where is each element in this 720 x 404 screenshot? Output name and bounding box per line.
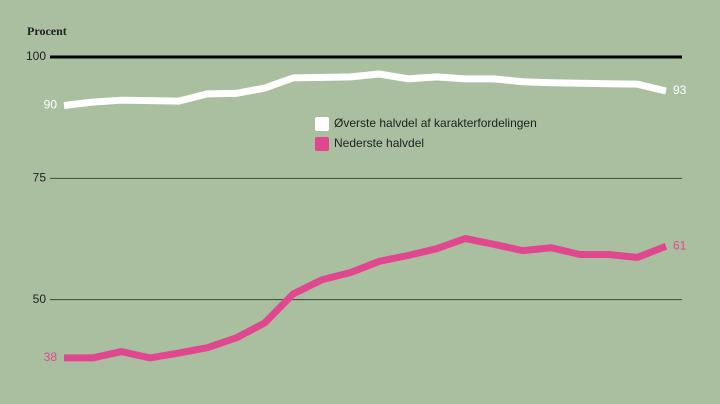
line xyxy=(64,235,668,362)
data-label: 93 xyxy=(673,83,687,97)
y-tick-label: 50 xyxy=(33,292,47,306)
legend-swatch xyxy=(315,137,329,151)
y-tick-label: 75 xyxy=(33,171,47,185)
y-tick-label: 100 xyxy=(26,49,46,63)
data-label: 61 xyxy=(673,238,687,252)
data-label: 38 xyxy=(44,350,58,364)
legend-swatch xyxy=(315,117,329,131)
legend-label: Øverste halvdel af karakterfordelingen xyxy=(334,116,537,130)
line xyxy=(63,70,667,110)
y-axis-label: Procent xyxy=(27,24,67,38)
legend-label: Nederste halvdel xyxy=(334,136,424,150)
data-label: 90 xyxy=(44,98,58,112)
